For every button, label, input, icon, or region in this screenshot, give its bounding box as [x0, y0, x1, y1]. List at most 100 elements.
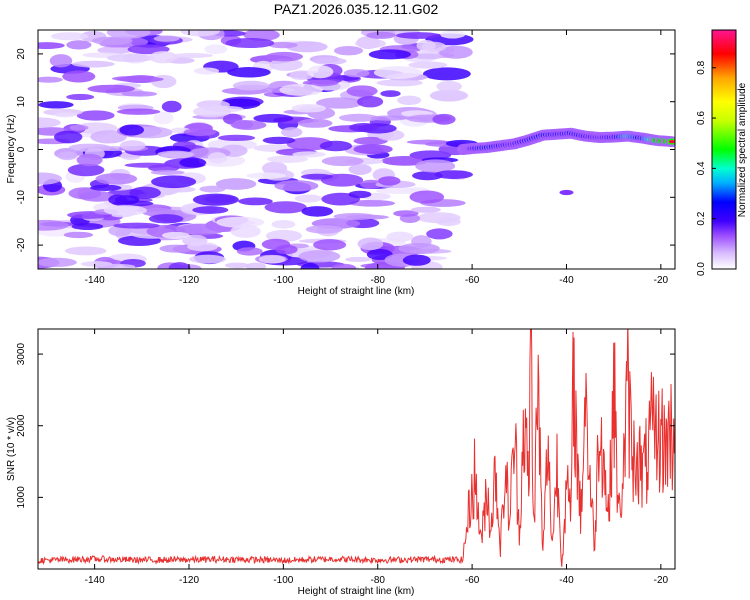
heatmap-noise-cell [54, 112, 77, 118]
heatmap-noise-cell [271, 220, 296, 229]
x-tick-label: -60 [465, 575, 480, 586]
heatmap-noise-cell [38, 172, 62, 185]
heatmap-noise-cell [262, 136, 296, 145]
heatmap-noise-cell [409, 190, 445, 204]
heatmap-noise-cell [189, 254, 227, 264]
heatmap-noise-cell [292, 151, 326, 158]
heatmap-noise-cell [103, 205, 148, 216]
colorbar-tick-label: 0.4 [696, 161, 707, 175]
heatmap-noise-cell [265, 51, 304, 62]
y-tick-label: 0 [16, 146, 27, 152]
x-tick-label: -120 [179, 275, 199, 286]
heatmap-noise-cell [97, 46, 133, 55]
heatmap-noise-cell [66, 40, 92, 50]
heatmap-noise-cell [313, 239, 347, 251]
heatmap-signal-core [668, 140, 675, 144]
y-tick-label: 2000 [16, 414, 27, 437]
heatmap-noise-cell [408, 61, 448, 69]
heatmap-noise-cell [49, 54, 73, 68]
heatmap-noise-cell [199, 185, 226, 193]
heatmap-noise-cell [281, 127, 303, 138]
heatmap-noise-cell [193, 67, 220, 75]
heatmap-noise-cell [227, 67, 271, 78]
colorbar-gradient [711, 29, 737, 270]
heatmap-noise-cell [381, 155, 429, 166]
heatmap-noise-cell [129, 186, 161, 199]
heatmap-noise-cell [398, 242, 440, 255]
x-tick-label: -100 [273, 275, 293, 286]
heatmap-noise-cell [161, 231, 190, 239]
heatmap-noise-cell [261, 238, 291, 250]
colorbar: 0.0 0.2 0.4 0.6 0.8 Normalized spectral ampl… [696, 29, 748, 276]
heatmap-noise-cell [355, 38, 387, 49]
heatmap-noise-cell [238, 197, 273, 206]
heatmap-noise-cell [366, 31, 397, 39]
x-tick-label: -100 [273, 575, 293, 586]
heatmap-noise-cell [298, 250, 341, 263]
snr-plot-area [38, 329, 675, 569]
heatmap-noise-cell [38, 42, 65, 50]
snr-x-label: Height of straight line (km) [298, 586, 415, 597]
heatmap-noise-cell [269, 58, 303, 71]
heatmap-noise-cell [348, 190, 372, 199]
heatmap-noise-cell [217, 134, 256, 142]
heatmap-noise-cell [38, 76, 63, 83]
heatmap-noise-cell [76, 110, 115, 121]
heatmap-noise-cell [157, 150, 195, 158]
heatmap-noise-cell [436, 217, 461, 226]
x-tick-label: -20 [654, 275, 669, 286]
heatmap-noise-cell [68, 187, 102, 200]
heatmap-noise-cell [38, 101, 74, 109]
heatmap-noise-cell [64, 246, 107, 256]
colorbar-label: Normalized spectral amplitude [737, 82, 748, 217]
heatmap-cells [38, 30, 675, 269]
heatmap-noise-cell [258, 255, 286, 264]
heatmap-noise-cell [63, 231, 94, 239]
heatmap-noise-cell [380, 90, 401, 97]
heatmap-noise-cell [159, 244, 194, 253]
heatmap-noise-cell [319, 140, 353, 152]
heatmap-noise-cell [349, 123, 379, 132]
heatmap-panel: -140 -120 -100 -80 -60 -40 -20 20 10 0 -10 -20 Hei… [6, 29, 676, 297]
heatmap-noise-cell [180, 30, 220, 37]
heatmap-noise-cell [121, 91, 158, 97]
heatmap-noise-cell [360, 179, 383, 189]
heatmap-noise-cell [204, 44, 228, 55]
heatmap-noise-cell [378, 176, 401, 186]
heatmap-noise-cell [179, 157, 207, 168]
figure-title: PAZ1.2026.035.12.11.G02 [274, 1, 439, 17]
heatmap-noise-cell [71, 223, 104, 230]
heatmap-noise-cell [148, 214, 184, 224]
heatmap-noise-cell [373, 66, 422, 80]
heatmap-noise-cell [268, 41, 298, 49]
heatmap-noise-cell [67, 163, 105, 177]
heatmap-noise-cell [346, 85, 378, 97]
heatmap-noise-cell [368, 49, 412, 60]
heatmap-noise-cell [357, 96, 384, 108]
heatmap-noise-cell [264, 201, 307, 214]
heatmap-noise-cell [232, 80, 270, 91]
heatmap-noise-cell [345, 256, 372, 262]
heatmap-noise-cell [413, 53, 444, 60]
heatmap-noise-cell [376, 79, 423, 87]
heatmap-noise-cell [230, 120, 267, 130]
heatmap-noise-cell [153, 35, 180, 42]
y-tick-label: 20 [16, 48, 27, 60]
y-tick-label: 10 [16, 96, 27, 108]
y-tick-label: 1000 [16, 486, 27, 509]
snr-series-line [38, 329, 675, 567]
heatmap-noise-cell [312, 57, 347, 65]
heatmap-noise-cell [171, 53, 214, 58]
heatmap-noise-cell [375, 187, 424, 194]
heatmap-noise-cell [386, 231, 414, 242]
heatmap-noise-cell [76, 153, 103, 167]
snr-y-label: SNR (10 * v/v) [6, 417, 17, 481]
heatmap-noise-cell [439, 30, 466, 39]
heatmap-noise-cell [393, 210, 419, 217]
heatmap-y-ticks: 20 10 0 -10 -20 [16, 48, 675, 252]
y-tick-label: 3000 [16, 343, 27, 366]
heatmap-noise-cell [436, 80, 462, 92]
heatmap-noise-cell [245, 262, 267, 269]
heatmap-noise-cell [348, 163, 372, 175]
